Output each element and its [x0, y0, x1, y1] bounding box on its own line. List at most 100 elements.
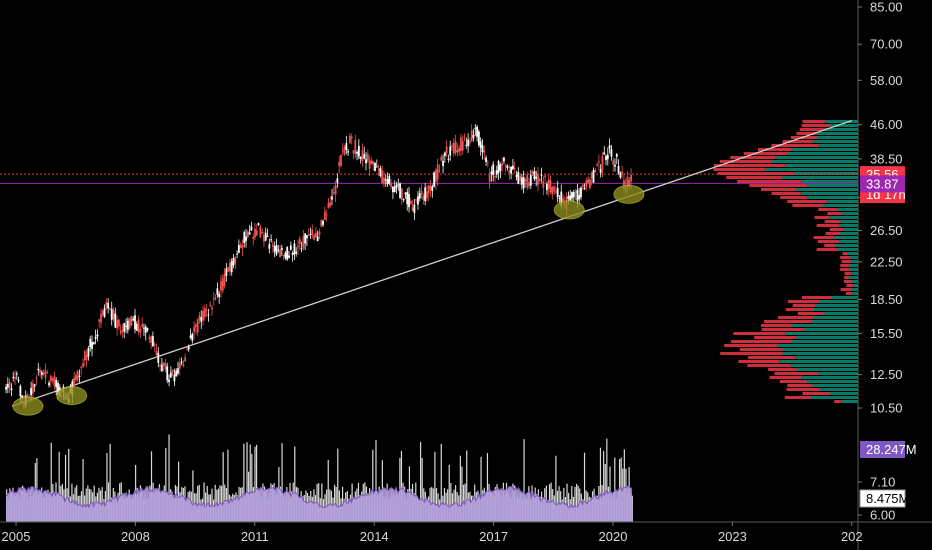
volume-profile-up-bar: [848, 264, 858, 267]
candle-body: [447, 158, 450, 160]
candle-body: [128, 318, 131, 329]
y-tick-label: 58.00: [870, 73, 903, 88]
volume-profile-down-bar: [774, 372, 819, 375]
candle-body: [436, 164, 439, 180]
candle-body: [257, 223, 260, 226]
candle-body: [125, 325, 127, 327]
candle-body: [429, 185, 432, 190]
candle-body: [461, 140, 464, 151]
volume-profile-up-bar: [813, 308, 858, 311]
volume-profile-down-bar: [717, 172, 794, 175]
volume-profile-up-bar: [796, 368, 858, 371]
volume-bar: [555, 455, 557, 522]
volume-bar: [203, 482, 205, 522]
x-tick-label: 2008: [121, 529, 150, 544]
candle-body: [390, 183, 393, 187]
touch-markers: [12, 184, 645, 416]
candle-body: [200, 317, 203, 322]
volume-bar: [523, 439, 525, 522]
volume-profile-down-bar: [842, 252, 848, 255]
volume-profile-up-bar: [852, 280, 858, 283]
candle-body: [418, 193, 421, 199]
volume-bar: [64, 454, 67, 522]
candle-body: [83, 351, 86, 361]
volume-bar: [281, 443, 283, 522]
candle-body: [501, 163, 504, 166]
volume-profile-up-bar: [779, 360, 858, 363]
candle-body: [603, 152, 606, 155]
y-tick-label: 46.00: [870, 117, 903, 132]
trendline[interactable]: [11, 119, 853, 407]
candle-body: [46, 372, 49, 374]
candle-body: [55, 380, 58, 388]
candle-body: [388, 176, 391, 184]
candle-body: [587, 179, 590, 183]
candle-body: [101, 310, 104, 315]
candle-body: [237, 244, 240, 253]
candle-body: [168, 379, 170, 382]
candle-body: [479, 141, 482, 148]
candle-body: [14, 376, 16, 379]
candle-body: [606, 154, 609, 160]
candle-body: [567, 195, 570, 199]
volume-profile-down-bar: [816, 224, 840, 227]
candle-body: [347, 151, 350, 153]
candle-body: [123, 323, 126, 332]
volume-profile-up-bar: [829, 216, 858, 219]
y-tick-label: 7.10: [870, 475, 895, 490]
volume-bar: [255, 444, 258, 522]
y-tick-label: 85.00: [870, 0, 903, 15]
candle-body: [336, 178, 339, 183]
candle-body: [558, 197, 561, 199]
candle-body: [331, 196, 333, 200]
candle-body: [148, 337, 151, 340]
y-tick-label: 38.50: [870, 151, 903, 166]
candle-body: [272, 244, 274, 247]
candle-body: [30, 387, 33, 396]
candle-body: [10, 388, 13, 391]
candle-body: [236, 253, 238, 255]
candle-body: [399, 183, 401, 198]
volume-profile-up-bar: [801, 180, 858, 183]
candle-body: [261, 231, 264, 233]
candle-body: [524, 179, 527, 182]
volume-profile-down-bar: [714, 164, 786, 167]
candle-body: [155, 350, 158, 355]
candle-body: [316, 236, 319, 241]
candle-body: [619, 172, 622, 178]
volume-profile-down-bar: [843, 280, 853, 283]
volume-profile-up-bar: [844, 228, 858, 231]
candle-body: [529, 174, 532, 186]
volume-max-badge-text: 28.247M: [866, 442, 917, 457]
candle-body: [472, 134, 475, 138]
volume-profile-up-bar: [841, 400, 858, 403]
trendline-group[interactable]: [11, 119, 853, 407]
candle-body: [255, 230, 258, 236]
volume-profile-down-bar: [844, 276, 849, 279]
candle-body: [250, 226, 253, 231]
candle-body: [100, 314, 102, 323]
candle-body: [621, 171, 624, 174]
candle-body: [392, 186, 394, 193]
volume-profile-up-bar: [796, 188, 858, 191]
volume-profile-down-bar: [780, 196, 808, 199]
candle-body: [562, 198, 564, 202]
candle-body: [275, 245, 278, 255]
candle-body: [73, 377, 76, 387]
volume-bar: [58, 451, 60, 522]
candle-body: [259, 226, 262, 238]
candle-body: [456, 150, 459, 153]
volume-profile-down-bar: [799, 128, 824, 131]
candle-body: [406, 191, 409, 205]
volume-bar: [480, 456, 482, 522]
volume-profile-up-bar: [801, 376, 858, 379]
volume-profile-down-bar: [782, 140, 813, 143]
volume-profile-down-bar: [747, 364, 791, 367]
volume-bar: [192, 470, 194, 522]
volume-profile-down-bar: [840, 288, 852, 291]
volume-profile-up-bar: [852, 292, 858, 295]
x-tick-label: 2005: [2, 529, 31, 544]
